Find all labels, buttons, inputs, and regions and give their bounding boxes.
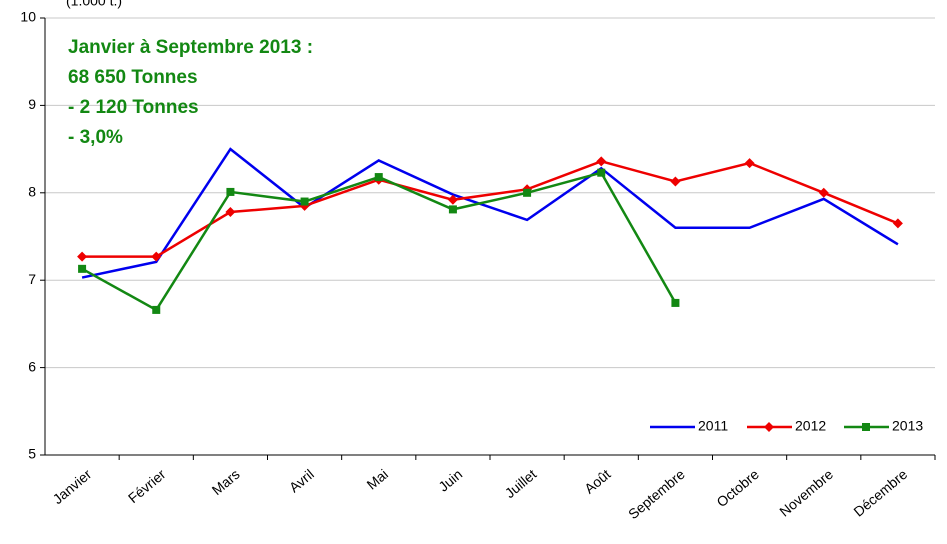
annotation: - 3,0% [68, 127, 123, 148]
x-tick-label: Février [125, 466, 169, 506]
legend-label: 2011 [698, 418, 728, 434]
data-point [151, 251, 162, 262]
x-tick-label: Avril [286, 466, 317, 496]
x-tick-label: Septembre [625, 466, 688, 522]
legend-label: 2012 [795, 418, 826, 434]
data-point [77, 251, 88, 262]
annotation: 68 650 Tonnes [68, 67, 198, 88]
data-point [78, 264, 87, 273]
x-tick-label: Décembre [850, 466, 910, 520]
y-tick-label: 7 [28, 271, 36, 287]
y-tick-label: 5 [28, 446, 36, 462]
data-point [300, 197, 309, 206]
y-tick-label: 9 [28, 96, 36, 112]
x-tick-label: Mai [363, 466, 391, 493]
y-axis-label: (1.000 t.) [66, 0, 122, 9]
y-tick-label: 10 [20, 9, 36, 25]
data-point [670, 176, 681, 187]
data-point [671, 298, 680, 307]
y-tick-label: 6 [28, 358, 36, 374]
x-tick-label: Octobre [713, 466, 762, 510]
legend-marker [862, 423, 870, 431]
series-line [82, 160, 899, 258]
data-point [374, 173, 383, 182]
x-tick-label: Mars [209, 466, 243, 498]
data-point [225, 207, 236, 218]
legend-label: 2013 [892, 418, 923, 434]
data-point [597, 168, 606, 177]
data-point [818, 187, 829, 198]
x-tick-label: Novembre [776, 466, 836, 520]
data-point [892, 218, 903, 229]
annotation: Janvier à Septembre 2013 : [68, 37, 313, 58]
x-tick-label: Août [581, 466, 613, 497]
data-point [226, 187, 235, 196]
series-line [81, 147, 899, 279]
legend-marker [764, 422, 774, 432]
data-point [744, 158, 755, 169]
y-tick-label: 8 [28, 184, 36, 200]
x-tick-label: Janvier [50, 466, 95, 507]
annotation: - 2 120 Tonnes [68, 97, 199, 118]
data-point [448, 205, 457, 214]
x-tick-label: Juin [435, 466, 465, 495]
data-point [447, 194, 458, 205]
data-point [596, 156, 607, 167]
x-tick-label: Juillet [502, 466, 540, 501]
data-point [152, 305, 161, 314]
data-point [523, 188, 532, 197]
